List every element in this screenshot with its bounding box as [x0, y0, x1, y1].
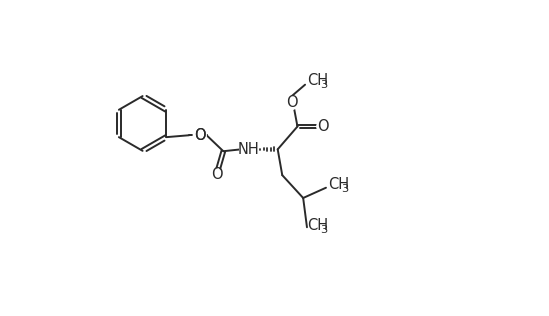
Text: O: O [211, 167, 222, 182]
Circle shape [240, 141, 256, 158]
Text: 3: 3 [320, 225, 328, 235]
Text: CH: CH [307, 73, 328, 88]
Text: O: O [317, 119, 329, 134]
Circle shape [210, 169, 223, 182]
Text: 3: 3 [320, 81, 328, 90]
Circle shape [285, 96, 298, 109]
Text: CH: CH [328, 177, 349, 192]
Text: O: O [194, 128, 205, 143]
Text: 3: 3 [341, 184, 349, 194]
Circle shape [317, 120, 330, 133]
Text: O: O [286, 95, 298, 110]
Circle shape [193, 129, 206, 142]
Text: NH: NH [237, 142, 259, 157]
Text: CH: CH [307, 218, 328, 233]
Text: O: O [194, 128, 205, 143]
